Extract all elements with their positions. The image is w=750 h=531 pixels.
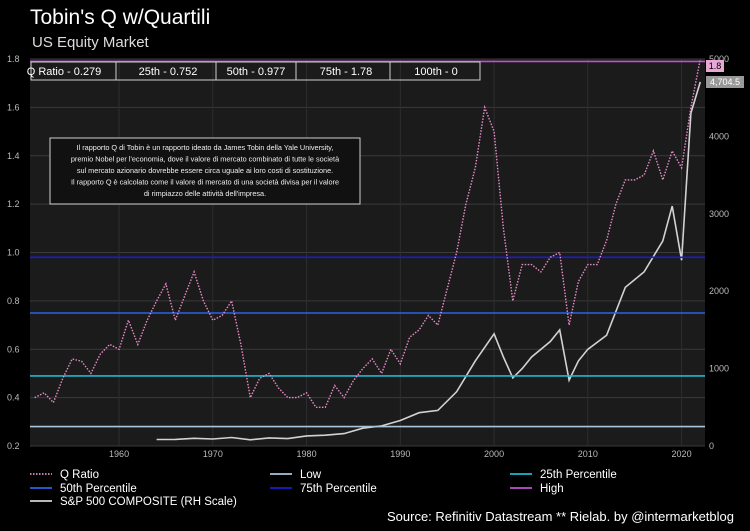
note-line: di rimpiazzo delle attività dell'impresa…	[144, 189, 266, 198]
source-note: Source: Refinitiv Datastream ** Rielab. …	[386, 509, 734, 524]
legend: Q Ratio Low 25th Percentile 50th Percentile…	[30, 469, 617, 508]
note-line: premio Nobel per l'economia, dove il val…	[71, 155, 340, 164]
y2-tick-label: 4000	[709, 131, 729, 141]
stat-label: Q Ratio - 0.279	[27, 66, 102, 78]
page-subtitle: US Equity Market	[32, 34, 149, 51]
legend-label: 75th Percentile	[300, 483, 377, 495]
y2-tick-label: 0	[709, 441, 714, 451]
stat-label: 50th - 0.977	[227, 66, 286, 78]
y-tick-label: 1.4	[7, 151, 20, 161]
y-tick-label: 0.2	[7, 441, 20, 451]
note-line: sul mercato azionario dovrebbe essere ci…	[77, 166, 333, 175]
legend-label: High	[540, 483, 564, 495]
stat-label: 25th - 0.752	[139, 66, 198, 78]
legend-label: Q Ratio	[60, 469, 99, 481]
q-ratio-line	[34, 58, 701, 408]
y2-tick-label: 2000	[709, 286, 729, 296]
stats-bar-frame	[30, 61, 481, 81]
y-tick-label: 0.8	[7, 296, 20, 306]
stat-label: 100th - 0	[414, 66, 457, 78]
y-tick-label: 1.6	[7, 102, 20, 112]
y-tick-label: 0.4	[7, 393, 20, 403]
legend-label: 25th Percentile	[540, 469, 617, 481]
x-tick-label: 1970	[203, 449, 223, 459]
x-tick-label: 2010	[578, 449, 598, 459]
note-box: Il rapporto Q di Tobin è un rapporto ide…	[49, 137, 361, 205]
y2-tick-label: 5000	[709, 54, 729, 64]
y2-tick-label: 3000	[709, 209, 729, 219]
sp500-value-tag-bg	[706, 76, 744, 88]
q-value-tag: 1.8	[709, 61, 722, 71]
stats-bar: Q Ratio - 0.279 25th - 0.752 50th - 0.977 7…	[27, 61, 481, 81]
note-line: Il rapporto Q è calcolato come il valore…	[71, 178, 339, 187]
x-tick-label: 2000	[484, 449, 504, 459]
x-tick-label: 1960	[109, 449, 129, 459]
note-box-frame	[49, 137, 361, 205]
legend-label: S&P 500 COMPOSITE (RH Scale)	[60, 496, 237, 508]
legend-label: Low	[300, 469, 322, 481]
x-tick-label: 1990	[390, 449, 410, 459]
y-tick-label: 0.6	[7, 344, 20, 354]
sp500-value-tag: 4,704.5	[710, 77, 740, 87]
q-value-tag-bg	[706, 60, 724, 72]
y-tick-label: 1.0	[7, 248, 20, 258]
x-tick-label: 1980	[297, 449, 317, 459]
y-tick-label: 1.2	[7, 199, 20, 209]
note-line: Il rapporto Q di Tobin è un rapporto ide…	[77, 143, 334, 152]
stat-label: 75th - 1.78	[320, 66, 373, 78]
y-tick-label: 1.8	[7, 54, 20, 64]
x-tick-label: 2020	[672, 449, 692, 459]
sp500-line	[156, 81, 702, 441]
page-title: Tobin's Q w/Quartili	[30, 6, 211, 29]
legend-label: 50th Percentile	[60, 483, 137, 495]
y2-tick-label: 1000	[709, 364, 729, 374]
